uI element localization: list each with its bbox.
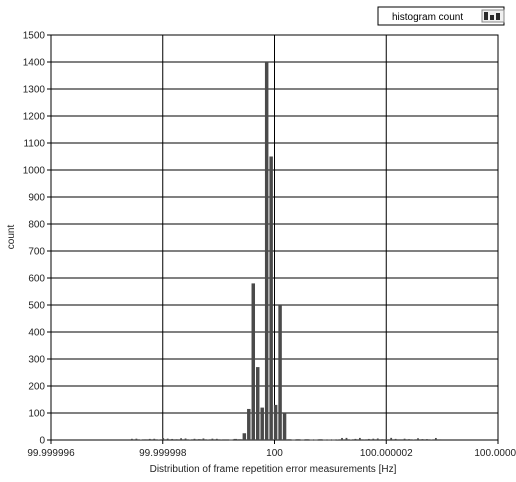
bars-layer — [197, 62, 336, 441]
background-bin — [421, 439, 424, 440]
histogram-bar — [309, 439, 314, 441]
background-bin — [198, 439, 200, 440]
y-tick-label: 1200 — [23, 112, 46, 123]
histogram-bar — [296, 439, 300, 440]
background-bin — [412, 439, 415, 440]
y-tick-label: 1500 — [23, 31, 46, 42]
y-tick-label: 200 — [28, 382, 45, 393]
background-bin — [354, 438, 357, 440]
background-bin — [162, 438, 165, 440]
background-bin — [171, 438, 174, 440]
histogram-bar — [264, 62, 269, 440]
histogram-bar — [300, 439, 305, 441]
background-bin — [381, 439, 384, 440]
y-axis: 0 100 200 300 400 500 600 700 800 900 1000 1100 1200… — [23, 31, 51, 447]
background-bin — [372, 438, 375, 440]
x-tick-label: 99.999998 — [139, 448, 187, 459]
histogram-bar — [247, 408, 251, 440]
background-bin — [408, 439, 410, 440]
y-tick-label: 300 — [28, 355, 45, 366]
background-bin — [403, 438, 406, 440]
background-bin — [193, 438, 196, 440]
y-tick-label: 700 — [28, 247, 45, 258]
background-bin — [148, 438, 151, 440]
background-bin — [341, 437, 343, 440]
background-bin — [345, 437, 348, 440]
background-bin — [144, 439, 147, 440]
y-tick-label: 800 — [28, 220, 45, 231]
legend-swatch-icon — [481, 9, 505, 23]
y-tick-label: 1000 — [23, 166, 46, 177]
histogram-bar — [305, 439, 309, 440]
histogram-bar — [323, 439, 327, 441]
x-tick-label: 100.000002 — [360, 448, 413, 459]
histogram-bar — [278, 305, 282, 440]
histogram-bar — [318, 439, 323, 440]
background-bin — [385, 439, 388, 440]
histogram-bar — [269, 156, 273, 440]
x-tick-label: 100 — [266, 448, 283, 459]
histogram-bar — [260, 407, 264, 440]
x-tick-label: 100.00000 — [474, 448, 516, 459]
y-tick-label: 400 — [28, 328, 45, 339]
background-bin — [211, 438, 214, 440]
x-axis-title: Distribution of frame repetition error m… — [150, 464, 397, 475]
background-bin — [184, 438, 187, 440]
background-bin — [363, 439, 366, 440]
background-bin — [166, 438, 169, 440]
background-bin — [175, 439, 178, 440]
y-tick-label: 1300 — [23, 85, 46, 96]
histogram-bar — [273, 404, 278, 440]
y-tick-label: 500 — [28, 301, 45, 312]
y-tick-label: 0 — [39, 436, 45, 447]
background-bin — [202, 438, 205, 440]
histogram-bar — [251, 283, 256, 440]
y-tick-label: 600 — [28, 274, 45, 285]
y-tick-label: 900 — [28, 193, 45, 204]
background-bin — [180, 438, 182, 440]
histogram-bar — [255, 367, 260, 440]
background-bin — [367, 438, 370, 440]
background-bin — [135, 438, 138, 440]
histogram-bar — [291, 439, 296, 441]
background-bin — [358, 437, 361, 440]
histogram-bar — [287, 439, 291, 440]
histogram-bar — [327, 439, 332, 441]
background-bin — [417, 438, 419, 440]
background-bin — [439, 439, 442, 440]
background-bins-layer — [131, 437, 442, 440]
background-bin — [394, 438, 397, 440]
legend-label: histogram count — [392, 12, 463, 23]
background-bin — [434, 437, 437, 440]
background-bin — [220, 439, 223, 440]
background-bin — [153, 438, 156, 440]
y-tick-label: 1100 — [23, 139, 45, 150]
histogram-bar — [238, 439, 242, 440]
x-tick-label: 99.999996 — [27, 448, 75, 459]
y-tick-label: 1400 — [23, 58, 46, 69]
histogram-bar — [282, 413, 287, 440]
histogram-bar — [229, 439, 233, 441]
background-bin — [376, 438, 379, 440]
x-axis: 99.999996 99.999998 100 100.000002 100.00000 — [27, 440, 516, 459]
histogram-bar — [233, 438, 238, 440]
y-axis-title: count — [6, 225, 17, 250]
background-bin — [207, 439, 209, 440]
histogram-bar — [242, 433, 247, 440]
histogram-bar — [314, 439, 318, 441]
background-bin — [131, 438, 133, 440]
histogram-bar — [331, 439, 336, 441]
background-bin — [399, 439, 402, 440]
legend: histogram count — [377, 6, 505, 26]
y-tick-label: 100 — [28, 409, 45, 420]
grid-layer — [51, 35, 498, 440]
background-bin — [215, 438, 218, 440]
background-bin — [390, 437, 393, 440]
background-bin — [426, 439, 428, 440]
